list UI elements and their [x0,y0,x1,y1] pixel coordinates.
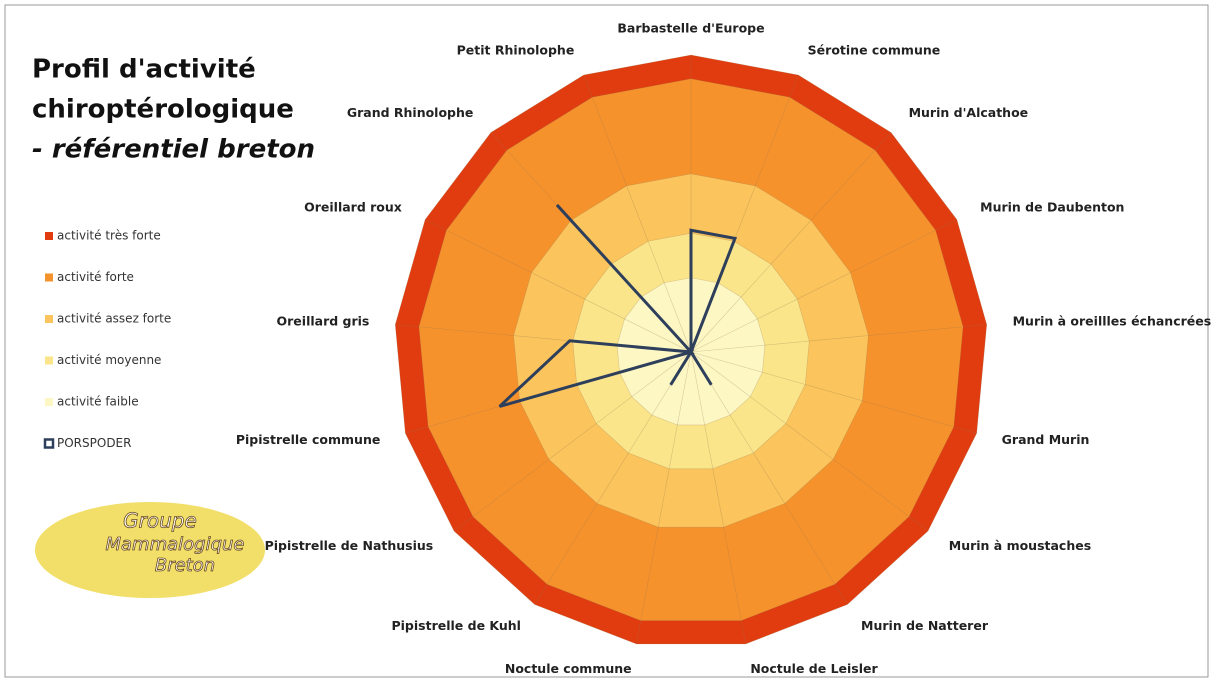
axis-label: Oreillard roux [304,200,402,215]
axis-label: Murin de Daubenton [980,200,1124,215]
title-line: Profil d'activité [32,55,256,85]
logo-text: Mammalogique [105,534,244,555]
axis-label: Murin à oreillles échancrées [1013,314,1212,329]
logo: Groupe Mammalogique Breton [35,502,265,598]
axis-label: Pipistrelle de Kuhl [391,618,520,633]
legend-swatch [45,398,53,406]
legend-swatch [45,232,53,240]
axis-label: Pipistrelle de Nathusius [265,538,434,553]
title-line: - référentiel breton [32,135,315,165]
legend-swatch [45,440,53,448]
legend-label: activité faible [57,395,139,409]
legend-swatch [45,315,53,323]
legend-label: PORSPODER [57,436,131,450]
axis-label: Barbastelle d'Europe [617,21,764,36]
axis-label: Noctule de Leisler [750,661,878,676]
legend-label: activité assez forte [57,312,171,326]
axis-label: Noctule commune [505,661,632,676]
plot [395,55,986,644]
axis-label: Murin d'Alcathoe [909,105,1029,120]
legend-swatch [45,274,53,282]
chart: Profil d'activité chiroptérologique - ré… [0,0,1213,682]
axis-label: Murin à moustaches [949,538,1091,553]
axis-label: Pipistrelle commune [236,432,380,447]
title-line: chiroptérologique [32,95,294,125]
legend-swatch [45,357,53,365]
axis-label: Oreillard gris [277,314,370,329]
axis-label: Murin de Natterer [861,618,989,633]
logo-text: Breton [155,555,215,576]
legend-label: activité très forte [57,229,161,243]
legend-label: activité forte [57,270,134,284]
legend-label: activité moyenne [57,353,161,367]
axis-label: Petit Rhinolophe [457,42,575,57]
logo-text: Groupe [123,509,197,533]
axis-label: Sérotine commune [808,42,941,57]
axis-label: Grand Murin [1002,432,1090,447]
axis-label: Grand Rhinolophe [347,105,474,120]
